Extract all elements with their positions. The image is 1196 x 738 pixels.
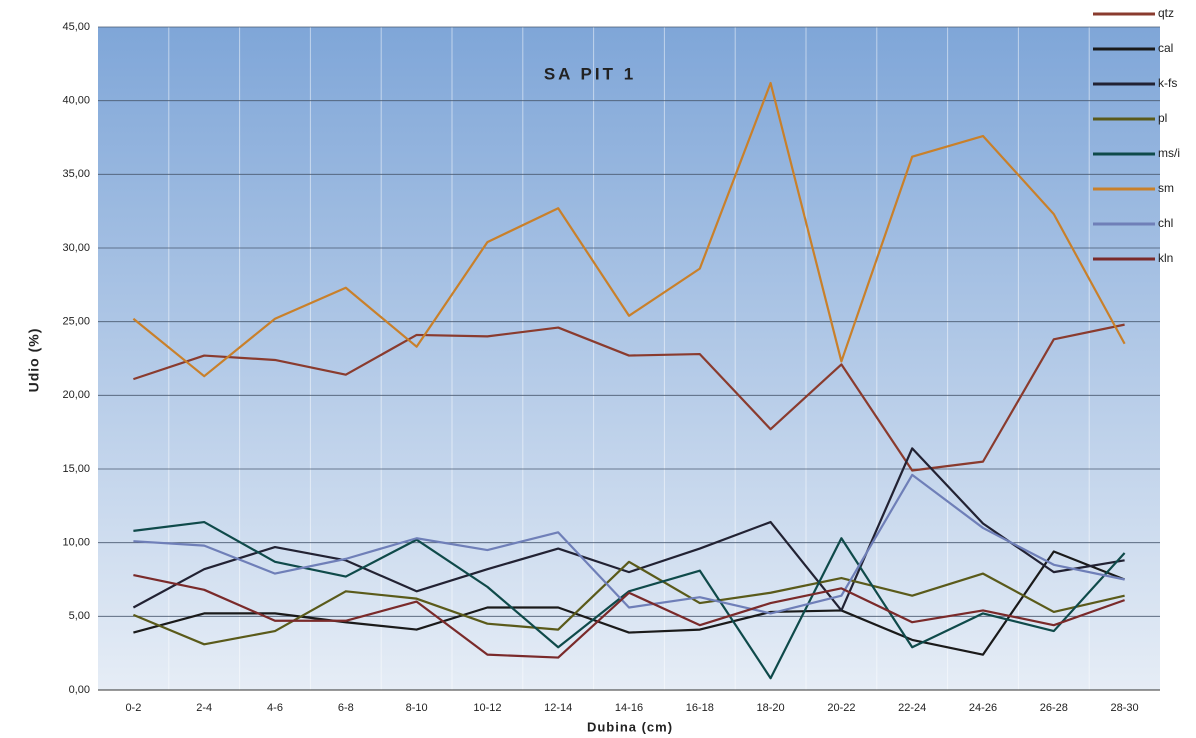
legend-label: chl <box>1158 216 1173 230</box>
x-tick-label: 10-12 <box>473 702 501 714</box>
x-tick-label: 0-2 <box>125 702 141 714</box>
x-tick-label: 18-20 <box>757 702 785 714</box>
legend-label: sm <box>1158 181 1174 195</box>
x-tick-label: 16-18 <box>686 702 714 714</box>
series-line <box>133 574 1125 659</box>
y-tick-label: 5,00 <box>69 610 90 622</box>
x-tick-label: 24-26 <box>969 702 997 714</box>
series-line <box>133 520 1126 680</box>
legend-label: cal <box>1158 41 1173 55</box>
x-tick-label: 14-16 <box>615 702 643 714</box>
x-tick-label: 28-30 <box>1111 702 1139 714</box>
legend-label: pl <box>1158 111 1167 125</box>
series-line <box>132 447 1125 612</box>
series-line <box>132 560 1125 646</box>
y-axis-label: Udio (%) <box>26 328 42 393</box>
series-line <box>133 323 1125 472</box>
series-line <box>132 81 1126 378</box>
x-tick-label: 2-4 <box>196 702 212 714</box>
chart-title: SA PIT 1 <box>544 64 636 83</box>
y-tick-label: 30,00 <box>62 242 90 254</box>
y-tick-label: 35,00 <box>62 168 90 180</box>
x-tick-label: 26-28 <box>1040 702 1068 714</box>
x-tick-label: 6-8 <box>338 702 354 714</box>
legend-label: k-fs <box>1158 76 1177 90</box>
y-tick-label: 20,00 <box>62 389 90 401</box>
series-line <box>133 473 1125 615</box>
series-line <box>133 550 1126 656</box>
legend-label: ms/i <box>1158 146 1180 160</box>
y-tick-label: 45,00 <box>62 21 90 33</box>
x-axis-label: Dubina (cm) <box>587 719 673 734</box>
x-tick-label: 22-24 <box>898 702 926 714</box>
y-tick-label: 25,00 <box>62 316 90 328</box>
y-tick-label: 40,00 <box>62 95 90 107</box>
x-tick-label: 4-6 <box>267 702 283 714</box>
legend-label: kln <box>1158 251 1173 265</box>
y-tick-label: 0,00 <box>69 684 90 696</box>
y-tick-label: 15,00 <box>62 463 90 475</box>
legend-label: qtz <box>1158 6 1174 20</box>
x-tick-label: 20-22 <box>827 702 855 714</box>
x-tick-label: 12-14 <box>544 702 572 714</box>
x-tick-label: 8-10 <box>406 702 428 714</box>
y-tick-label: 10,00 <box>62 537 90 549</box>
